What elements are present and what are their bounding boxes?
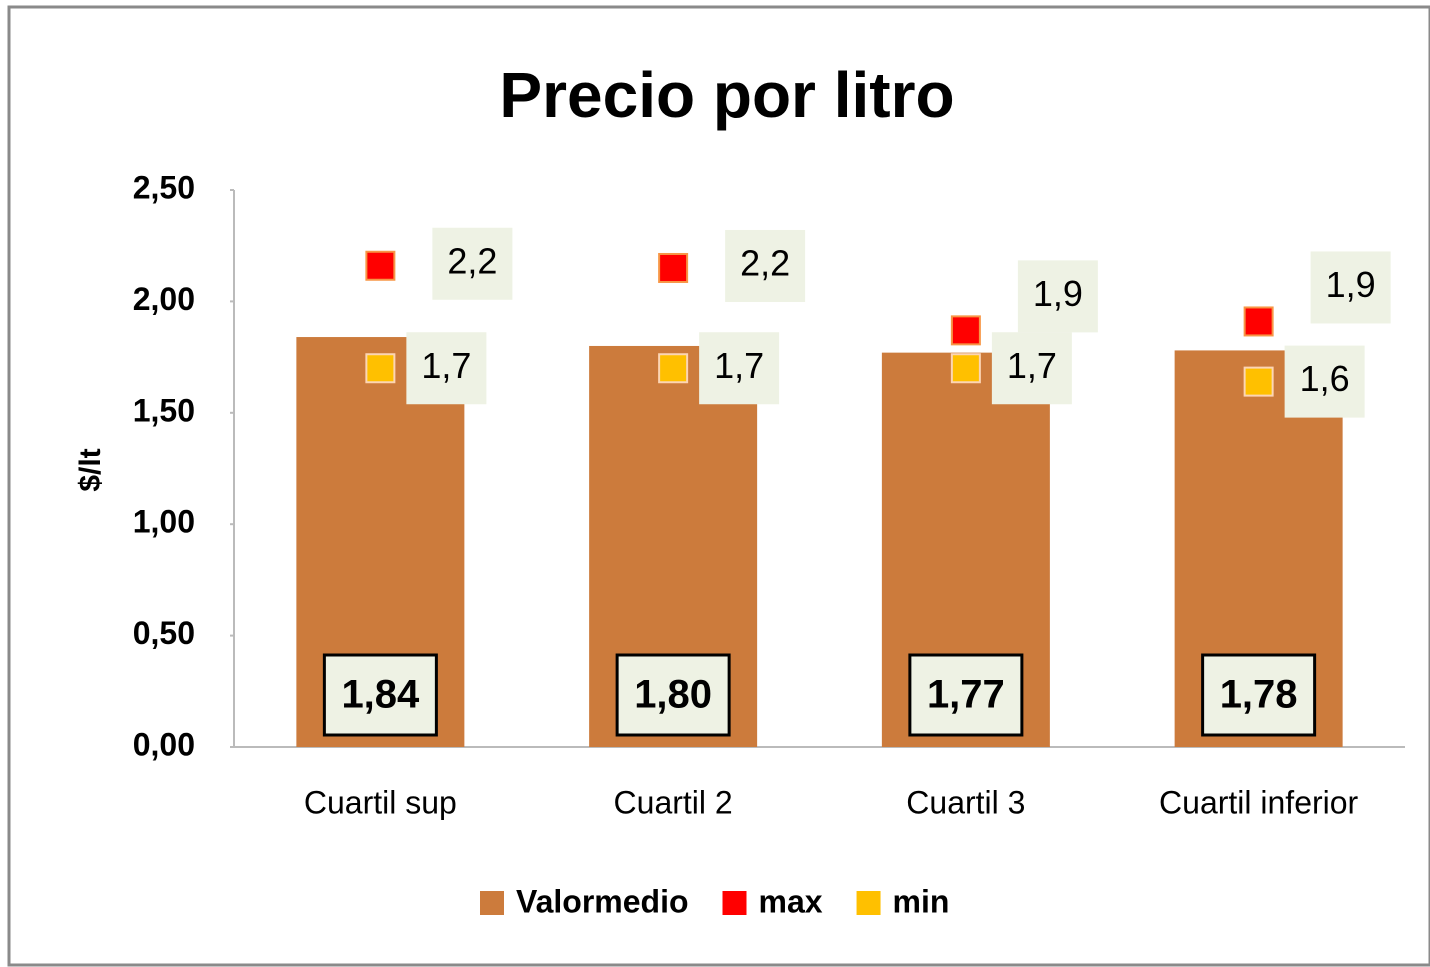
marker bbox=[950, 353, 981, 384]
legend-swatch bbox=[856, 891, 881, 915]
y-tick-label: 2,50 bbox=[133, 169, 195, 205]
legend-label: min bbox=[893, 883, 950, 919]
bar-label-box bbox=[615, 653, 731, 737]
x-tick-label: Cuartil 2 bbox=[614, 784, 733, 820]
marker bbox=[365, 353, 396, 384]
marker-label: 1,9 bbox=[1033, 273, 1083, 314]
marker-label: 2,2 bbox=[740, 242, 790, 283]
marker-label-box bbox=[432, 227, 513, 300]
bar-label: 1,77 bbox=[927, 673, 1005, 717]
legend-swatch bbox=[480, 891, 504, 915]
marker-label: 1,6 bbox=[1300, 358, 1350, 399]
marker bbox=[950, 315, 981, 346]
marker-label: 1,7 bbox=[714, 345, 764, 386]
marker-label: 1,7 bbox=[1007, 345, 1057, 386]
x-tick-label: Cuartil 3 bbox=[906, 784, 1025, 820]
y-tick-label: 1,50 bbox=[133, 392, 195, 428]
y-tick-label: 2,00 bbox=[133, 281, 195, 317]
y-tick-label: 1,00 bbox=[133, 504, 195, 540]
marker-label: 1,9 bbox=[1326, 264, 1376, 305]
legend-label: max bbox=[759, 883, 823, 919]
marker-label-box bbox=[1284, 345, 1365, 418]
y-tick-label: 0,00 bbox=[133, 726, 195, 762]
bar-label-box bbox=[1201, 653, 1317, 737]
marker-label-box bbox=[1310, 251, 1391, 324]
y-tick-label: 0,50 bbox=[133, 615, 195, 651]
chart-title: Precio por litro bbox=[499, 59, 954, 131]
bar-label-box bbox=[908, 653, 1024, 737]
marker-label-box bbox=[991, 332, 1072, 405]
marker bbox=[1243, 306, 1274, 337]
marker bbox=[658, 252, 689, 283]
bar-label: 1,78 bbox=[1220, 673, 1298, 717]
bar-label-box bbox=[322, 653, 438, 737]
x-tick-label: Cuartil sup bbox=[304, 784, 457, 820]
marker bbox=[658, 353, 689, 384]
y-axis-title: $/lt bbox=[74, 448, 107, 491]
marker-label-box bbox=[699, 332, 780, 405]
marker-label-box bbox=[725, 229, 806, 302]
bar-label: 1,80 bbox=[634, 673, 712, 717]
marker-label: 1,7 bbox=[421, 345, 471, 386]
marker-label-box bbox=[406, 332, 487, 405]
marker-label-box bbox=[1017, 260, 1098, 333]
marker-label: 2,2 bbox=[447, 240, 497, 281]
x-tick-label: Cuartil inferior bbox=[1159, 784, 1359, 820]
bar-label: 1,84 bbox=[341, 673, 420, 717]
marker bbox=[1243, 366, 1274, 397]
legend-label: Valormedio bbox=[516, 883, 689, 919]
legend-swatch bbox=[722, 891, 747, 915]
marker bbox=[365, 250, 396, 281]
